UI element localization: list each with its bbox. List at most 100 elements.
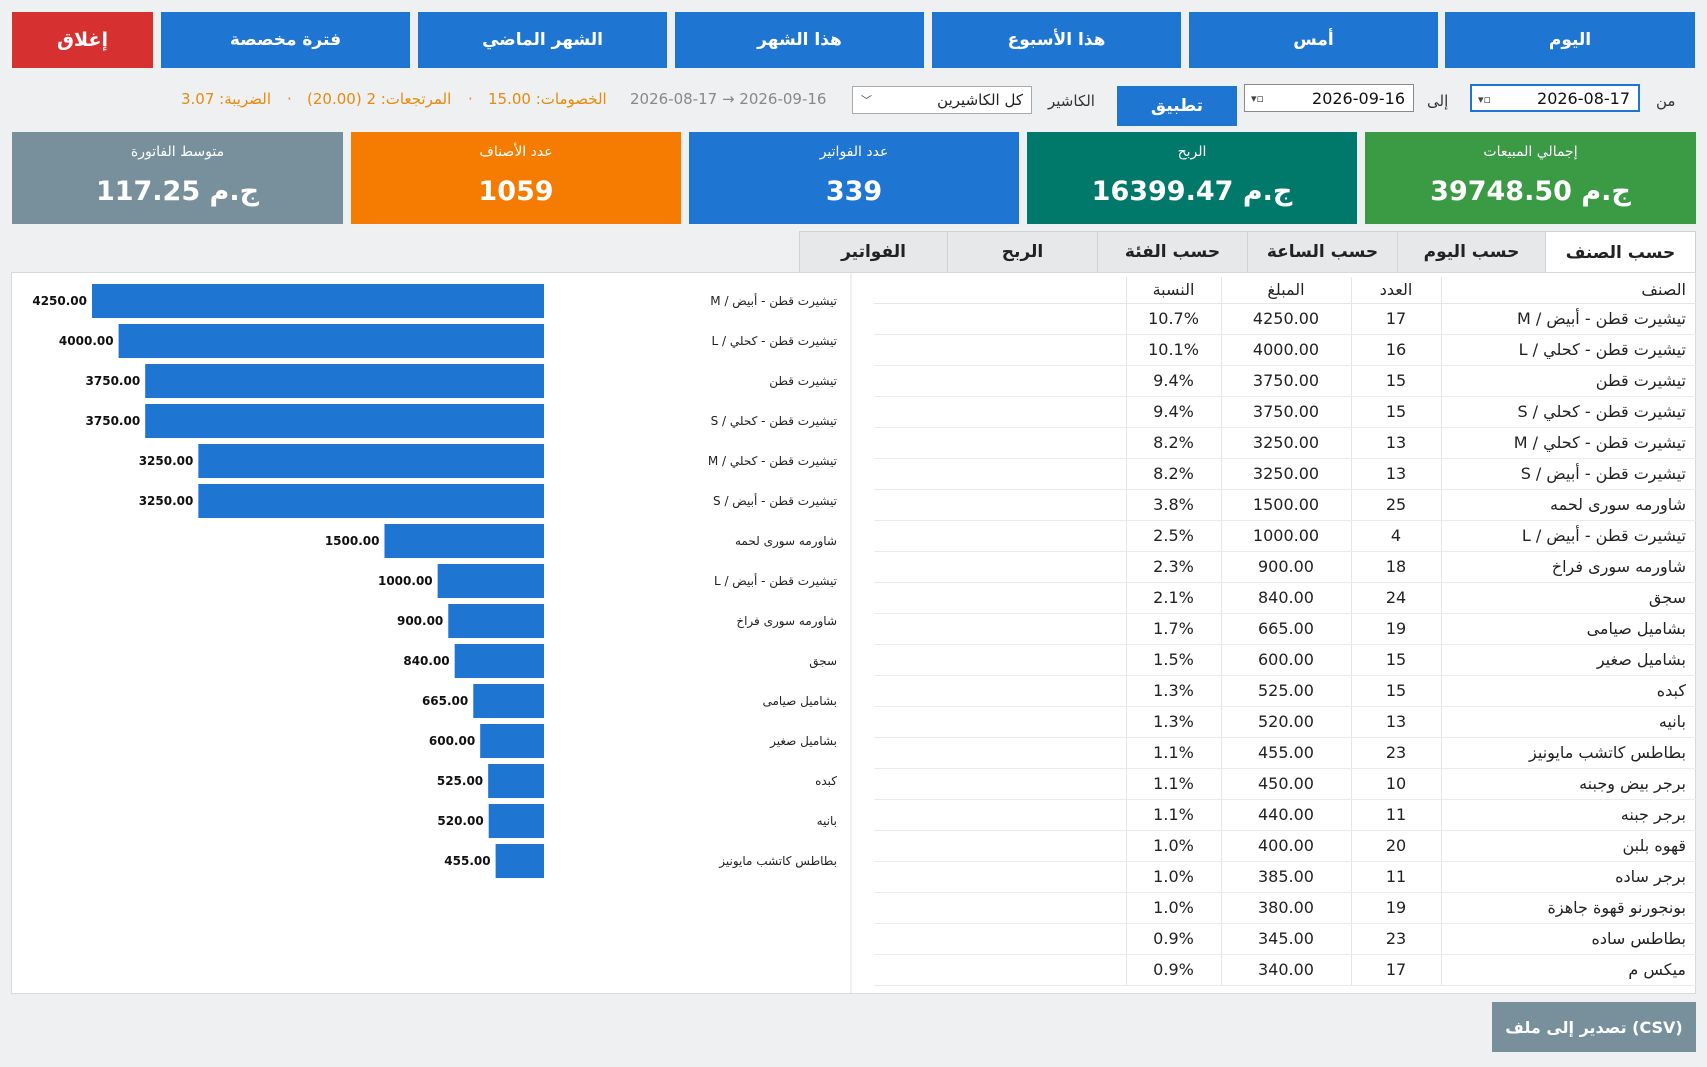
table-row[interactable]: بشاميل صيامى 19 665.00 1.7%	[874, 613, 1696, 645]
amount-cell: 455.00	[1220, 737, 1351, 769]
chart-bar	[198, 484, 544, 518]
calendar-dropdown-icon[interactable]: ▾▫	[1478, 93, 1491, 106]
chart-bar	[480, 724, 544, 758]
item-name-cell: بونجورنو قهوة جاهزة	[1440, 892, 1696, 924]
table-row[interactable]: بونجورنو قهوة جاهزة 19 380.00 1.0%	[874, 892, 1696, 924]
cashier-select[interactable]: ﹀ كل الكاشيرين	[852, 86, 1032, 114]
table-header-row: الصنف العدد المبلغ النسبة	[874, 277, 1696, 304]
chart-category-label: بانيه	[817, 814, 837, 828]
percent-cell: 3.8%	[1125, 489, 1221, 521]
item-name-cell: بطاطس كاتشب مايونيز	[1440, 737, 1696, 769]
tab-by-day[interactable]: حسب اليوم	[1397, 231, 1546, 273]
table-row[interactable]: ميكس م 17 340.00 0.9%	[874, 954, 1696, 986]
table-row[interactable]: تيشيرت قطن 15 3750.00 9.4%	[874, 365, 1696, 397]
table-row[interactable]: قهوه بلبن 20 400.00 1.0%	[874, 830, 1696, 862]
table-row[interactable]: برجر بيض وجبنه 10 450.00 1.1%	[874, 768, 1696, 800]
to-date-input[interactable]: ▾▫ 2026-09-16	[1244, 84, 1414, 112]
table-row[interactable]: برجر ساده 11 385.00 1.0%	[874, 861, 1696, 893]
tab-invoices[interactable]: الفواتير	[799, 231, 948, 273]
custom-period-button[interactable]: فترة مخصصة	[161, 12, 410, 68]
discounts-text: الخصومات: 15.00	[488, 90, 607, 108]
count-cell: 19	[1350, 892, 1441, 924]
returns-text: المرتجعات: 2 (20.00)	[307, 90, 452, 108]
count-cell: 15	[1350, 396, 1441, 428]
calendar-dropdown-icon[interactable]: ▾▫	[1251, 92, 1264, 105]
amount-cell: 400.00	[1220, 830, 1351, 862]
amount-cell: 340.00	[1220, 954, 1351, 986]
kpi-items-count: عدد الأصناف 1059	[351, 132, 681, 224]
header-item[interactable]: الصنف	[1440, 277, 1696, 304]
item-sales-table-wrap[interactable]: الصنف العدد المبلغ النسبة تيشيرت قطن - أ…	[874, 277, 1696, 989]
amount-cell: 600.00	[1220, 644, 1351, 676]
kpi-invoice-count: عدد الفواتير 339	[689, 132, 1019, 224]
yesterday-button[interactable]: أمس	[1189, 12, 1438, 68]
empty-cell	[874, 737, 1126, 769]
count-cell: 18	[1350, 551, 1441, 583]
table-row[interactable]: شاورمه سورى لحمه 25 1500.00 3.8%	[874, 489, 1696, 521]
last-month-button[interactable]: الشهر الماضي	[418, 12, 667, 68]
item-name-cell: تيشيرت قطن - كحلي / S	[1440, 396, 1696, 428]
this-week-button[interactable]: هذا الأسبوع	[932, 12, 1181, 68]
table-row[interactable]: تيشيرت قطن - كحلي / L 16 4000.00 10.1%	[874, 334, 1696, 366]
chart-value-label: 520.00	[437, 814, 483, 828]
empty-cell	[874, 830, 1126, 862]
table-row[interactable]: بشاميل صغير 15 600.00 1.5%	[874, 644, 1696, 676]
chart-category-label: تيشيرت قطن - أبيض / M	[710, 293, 837, 309]
apply-button[interactable]: تطبيق	[1117, 86, 1237, 126]
empty-cell	[874, 892, 1126, 924]
item-name-cell: قهوه بلبن	[1440, 830, 1696, 862]
empty-cell	[874, 675, 1126, 707]
chart-value-label: 3250.00	[139, 494, 194, 508]
count-cell: 23	[1350, 737, 1441, 769]
to-label: إلى	[1427, 92, 1449, 110]
chart-value-label: 840.00	[403, 654, 449, 668]
table-row[interactable]: تيشيرت قطن - أبيض / M 17 4250.00 10.7%	[874, 303, 1696, 335]
table-row[interactable]: برجر جبنه 11 440.00 1.1%	[874, 799, 1696, 831]
table-row[interactable]: بطاطس كاتشب مايونيز 23 455.00 1.1%	[874, 737, 1696, 769]
amount-cell: 3250.00	[1220, 458, 1351, 490]
tab-profit[interactable]: الربح	[947, 231, 1098, 273]
table-row[interactable]: كبده 15 525.00 1.3%	[874, 675, 1696, 707]
table-row[interactable]: بطاطس ساده 23 345.00 0.9%	[874, 923, 1696, 955]
table-row[interactable]: شاورمه سورى فراخ 18 900.00 2.3%	[874, 551, 1696, 583]
header-amount[interactable]: المبلغ	[1220, 277, 1351, 304]
empty-cell	[874, 520, 1126, 552]
chart-bar	[145, 364, 545, 398]
table-row[interactable]: تيشيرت قطن - كحلي / S 15 3750.00 9.4%	[874, 396, 1696, 428]
item-name-cell: بشاميل صغير	[1440, 644, 1696, 676]
empty-cell	[874, 768, 1126, 800]
empty-cell	[874, 396, 1126, 428]
separator: ·	[468, 90, 473, 108]
from-date-input[interactable]: ▾▫ 2026-08-17	[1470, 84, 1640, 112]
empty-cell	[874, 334, 1126, 366]
item-name-cell: بانيه	[1440, 706, 1696, 738]
export-csv-button[interactable]: تصدير إلى ملف (CSV)	[1492, 1002, 1696, 1052]
count-cell: 15	[1350, 644, 1441, 676]
item-sales-chart: 4250.00 تيشيرت قطن - أبيض / M 4000.00 تيشير…	[12, 273, 852, 993]
amount-cell: 4000.00	[1220, 334, 1351, 366]
header-percent[interactable]: النسبة	[1125, 277, 1221, 304]
from-label: من	[1656, 92, 1676, 110]
header-count[interactable]: العدد	[1350, 277, 1441, 304]
empty-cell	[874, 954, 1126, 986]
empty-cell	[874, 613, 1126, 645]
close-button[interactable]: إغلاق	[12, 12, 153, 68]
tab-by-hour[interactable]: حسب الساعة	[1247, 231, 1398, 273]
tab-by-item[interactable]: حسب الصنف	[1545, 231, 1696, 274]
amount-cell: 1000.00	[1220, 520, 1351, 552]
chart-value-label: 455.00	[444, 854, 490, 868]
tax-text: الضريبة: 3.07	[181, 90, 271, 108]
table-row[interactable]: تيشيرت قطن - أبيض / S 13 3250.00 8.2%	[874, 458, 1696, 490]
chart-category-label: تيشيرت قطن - كحلي / M	[708, 454, 837, 469]
table-row[interactable]: سجق 24 840.00 2.1%	[874, 582, 1696, 614]
this-month-button[interactable]: هذا الشهر	[675, 12, 924, 68]
table-row[interactable]: بانيه 13 520.00 1.3%	[874, 706, 1696, 738]
item-sales-table: الصنف العدد المبلغ النسبة تيشيرت قطن - أ…	[874, 277, 1696, 986]
tab-by-category[interactable]: حسب الفئة	[1097, 231, 1248, 273]
table-row[interactable]: تيشيرت قطن - كحلي / M 13 3250.00 8.2%	[874, 427, 1696, 459]
amount-cell: 525.00	[1220, 675, 1351, 707]
chart-bar	[198, 444, 544, 478]
today-button[interactable]: اليوم	[1445, 12, 1695, 68]
separator: ·	[287, 90, 292, 108]
table-row[interactable]: تيشيرت قطن - أبيض / L 4 1000.00 2.5%	[874, 520, 1696, 552]
